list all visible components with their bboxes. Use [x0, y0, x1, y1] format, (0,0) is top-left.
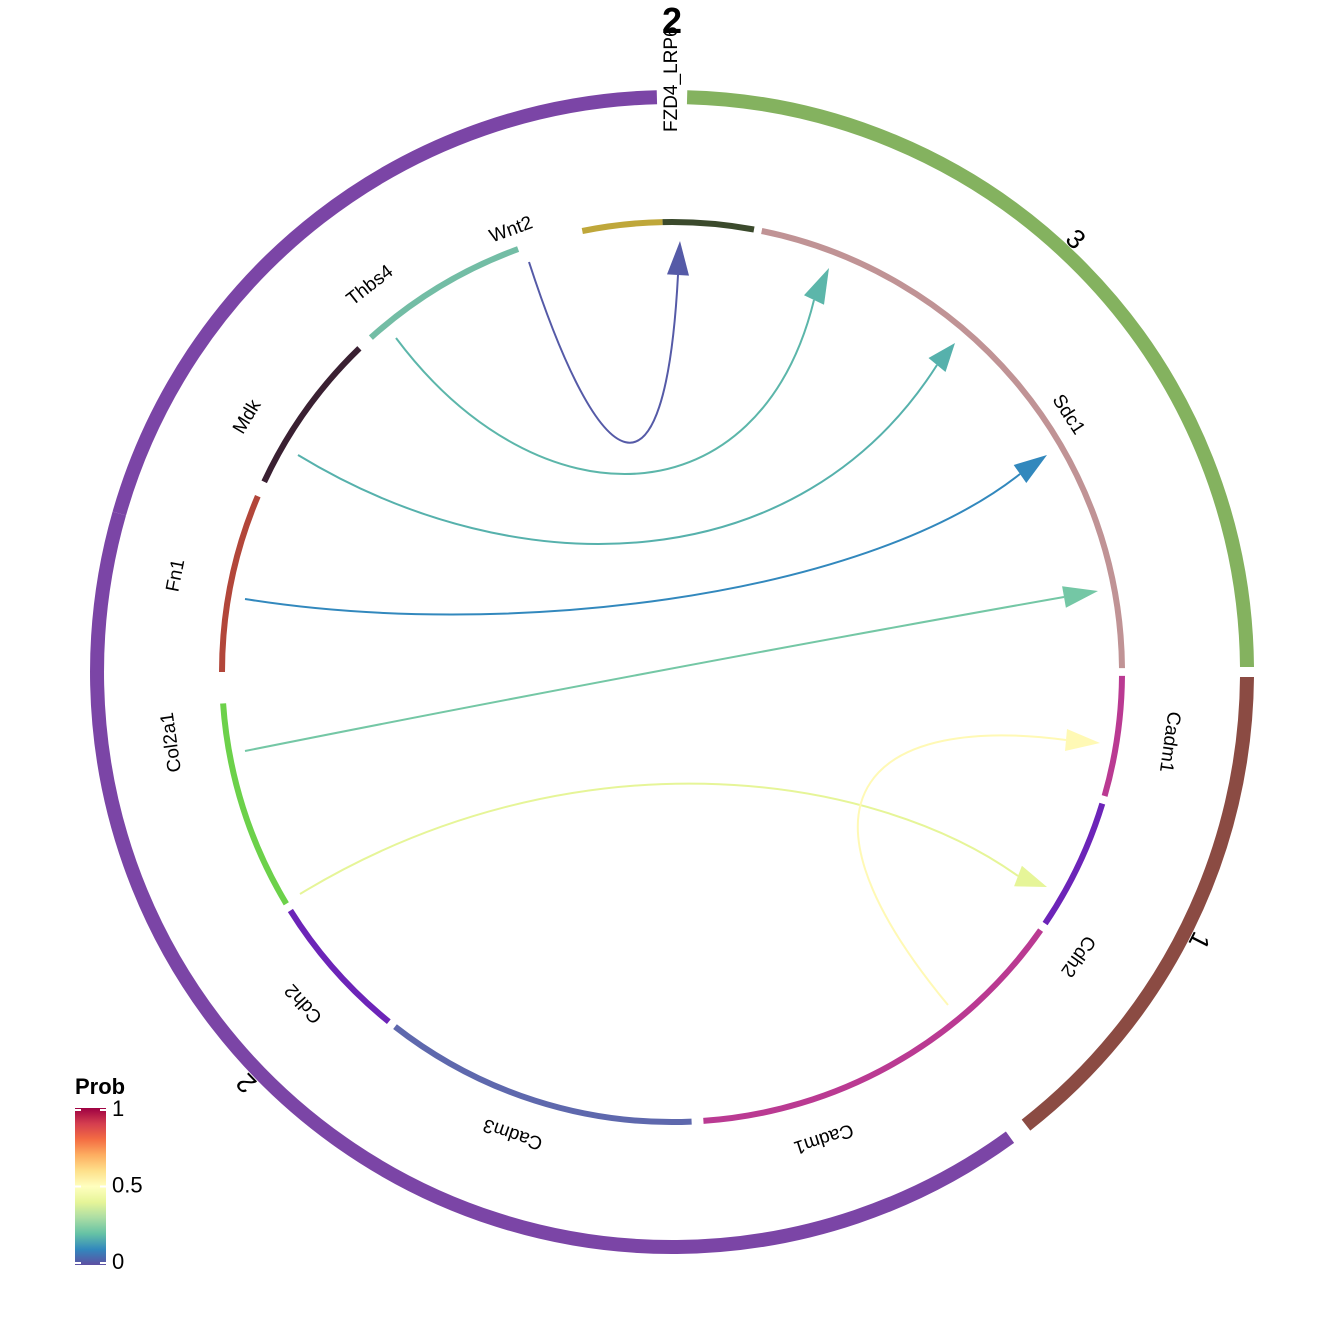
gene-arc-cdh2 [1042, 802, 1106, 926]
gene-label-cadm1: Cadm1 [1155, 710, 1184, 774]
gene-arc-cadm1 [1101, 675, 1125, 797]
gene-label-cdh2: Cdh2 [1056, 932, 1099, 981]
legend-tick-label: 0 [112, 1249, 124, 1274]
link-mdk-sdc1 [297, 364, 938, 545]
legend-title: Prob [75, 1074, 125, 1099]
gene-label-cadm1: Cadm1 [791, 1119, 856, 1158]
gene-arc-wnt2 [581, 219, 663, 234]
sector-arc-0 [112, 90, 658, 516]
sector-arc-3 [90, 511, 1015, 1254]
gene-label-cdh2: Cdh2 [281, 980, 327, 1028]
sector-label-2: 1 [1183, 927, 1217, 954]
arrowhead-sdc1 [1013, 455, 1047, 483]
arrowhead-cdh2 [1014, 865, 1047, 887]
link-col2a1-sdc1 [244, 596, 1065, 752]
gene-arc-col2a1 [220, 703, 289, 906]
prob-legend: Prob 1 0.5 0 [75, 1074, 143, 1274]
gene-arc-thbs4 [368, 246, 520, 340]
gene-arc-cadm1 [703, 928, 1044, 1124]
gene-arc-sdc1 [761, 228, 1125, 669]
gene-label-cadm3: Cadm3 [481, 1114, 546, 1154]
gene-label-thbs4: Thbs4 [343, 261, 398, 310]
gene-label-fn1: Fn1 [162, 557, 189, 593]
gene-label-mdk: Mdk [229, 396, 266, 438]
arrowhead-sdc1 [804, 268, 829, 305]
gene-label-fzd4_lrp6: FZD4_LRP6 [661, 26, 682, 132]
gene-label-col2a1: Col2a1 [157, 711, 186, 774]
legend-tick-label: 1 [112, 1096, 124, 1121]
arrowhead-sdc1 [1062, 586, 1098, 608]
link-fn1-sdc1 [244, 473, 1021, 616]
arrowhead-cadm1 [1065, 729, 1100, 751]
link-cadm1-cadm1 [856, 734, 1067, 1006]
gene-arc-mdk [261, 346, 362, 484]
gene-arc-fn1 [219, 495, 261, 673]
gene-arc-cdh2 [287, 908, 391, 1025]
legend-tick-label: 0.5 [112, 1172, 143, 1197]
inner-gene-ring: Wnt2FZD4_LRP6Sdc1Cadm1Cdh2Cadm1Cadm3Cdh2… [157, 26, 1184, 1158]
link-thbs4-sdc1 [395, 299, 815, 475]
chart-title: 2 [662, 0, 682, 41]
sector-arc-1 [686, 90, 1254, 668]
arrowhead-fzd4_lrp6 [667, 241, 689, 276]
arrowhead-sdc1 [928, 343, 955, 372]
gene-label-wnt2: Wnt2 [487, 212, 536, 247]
link-layer [244, 241, 1100, 1006]
gene-arc-cadm3 [393, 1024, 692, 1126]
sector-arc-2 [1021, 676, 1254, 1131]
outer-sector-ring: 312 [90, 90, 1254, 1254]
link-wnt2-fzd4_lrp6 [528, 261, 679, 444]
link-cdh2-cdh2 [299, 782, 1019, 895]
gene-arc-fzd4_lrp6 [662, 219, 755, 233]
